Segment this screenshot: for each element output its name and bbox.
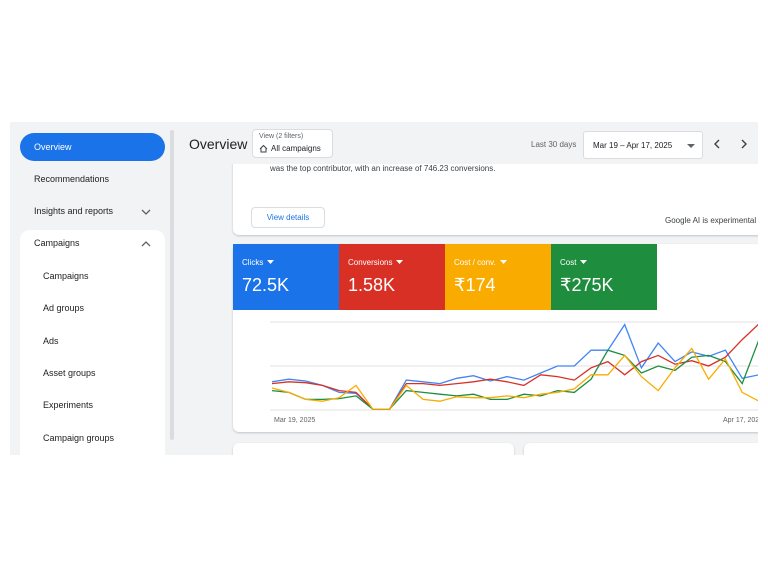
nav-subitem[interactable]: Experiments <box>43 400 94 410</box>
filter-caption: View (2 filters) <box>259 133 304 140</box>
metric-dropdown <box>580 260 588 265</box>
page-title: Overview <box>189 136 248 152</box>
metric-tiles: Clicks 72.5K Conversions 1.58K Cost / conv. ₹… <box>233 244 657 310</box>
metric-tile[interactable]: Cost / conv. ₹174 <box>445 244 551 310</box>
nav-item[interactable]: Insights and reports <box>34 206 114 216</box>
bottom-card <box>233 443 514 455</box>
metric-value: 1.58K <box>348 275 396 295</box>
app-frame: Overview Recommendations Insights and re… <box>10 122 758 455</box>
triangle <box>499 260 507 265</box>
ai-note: Google AI is experimental <box>665 216 757 225</box>
dropdown-arrow <box>687 144 695 148</box>
date-picker[interactable]: Mar 19 – Apr 17, 2025 <box>583 131 703 159</box>
metric-dropdown <box>499 260 507 265</box>
metric-name: Cost / conv. <box>454 258 507 267</box>
header: Overview View (2 filters) All campaigns … <box>180 122 758 164</box>
metric-value: 72.5K <box>242 275 290 295</box>
triangle <box>267 260 275 265</box>
series-line <box>271 347 758 410</box>
date-range: Mar 19 – Apr 17, 2025 <box>593 141 673 150</box>
nav-item[interactable]: Recommendations <box>34 174 110 184</box>
chevron-down <box>141 209 151 215</box>
metric-value: ₹174 <box>454 275 496 295</box>
metric-tile[interactable]: Conversions 1.58K <box>339 244 445 310</box>
home-icon <box>259 144 268 153</box>
campaigns-group <box>20 230 165 455</box>
nav-subitem[interactable]: Campaign groups <box>43 433 115 443</box>
filter-value: All campaigns <box>271 144 321 153</box>
nav-item[interactable]: Campaigns <box>34 238 80 248</box>
x-label: Mar 19, 2025 <box>274 417 315 424</box>
nav-subitem[interactable]: Ads <box>43 336 59 346</box>
next-button[interactable] <box>739 139 749 149</box>
chart-card: Clicks 72.5K Conversions 1.58K Cost / conv. ₹… <box>233 244 758 432</box>
series-line <box>271 340 758 410</box>
metric-name: Cost <box>560 258 588 267</box>
nav-subitem[interactable]: Ad groups <box>43 303 85 313</box>
metric-tile[interactable]: Cost ₹275K <box>551 244 657 310</box>
nav-subitem[interactable]: Campaigns <box>43 271 89 281</box>
metric-name: Conversions <box>348 258 404 267</box>
metric-dropdown <box>396 260 404 265</box>
range-label: Last 30 days <box>531 140 577 149</box>
nav-subitem[interactable]: Asset groups <box>43 368 96 378</box>
insight-card: was the top contributor, with an increas… <box>233 152 758 235</box>
triangle <box>580 260 588 265</box>
line-chart: Mar 19, 2025 Apr 17, 2025 <box>270 321 758 424</box>
metric-name: Clicks <box>242 258 275 267</box>
bottom-card <box>524 443 758 455</box>
metric-tile[interactable]: Clicks 72.5K <box>233 244 339 310</box>
prev-button[interactable] <box>712 139 722 149</box>
view-details-button[interactable]: View details <box>251 207 325 228</box>
scrollbar <box>170 130 174 440</box>
nav-item[interactable]: Overview <box>20 133 165 161</box>
series-line <box>271 323 758 410</box>
metric-value: ₹275K <box>560 275 614 295</box>
insight-text: was the top contributor, with an increas… <box>270 164 496 173</box>
filter-box[interactable]: View (2 filters) All campaigns <box>252 129 333 158</box>
x-label: Apr 17, 2025 <box>723 417 758 424</box>
triangle <box>396 260 404 265</box>
chevron-up <box>141 241 151 247</box>
metric-dropdown <box>267 260 275 265</box>
